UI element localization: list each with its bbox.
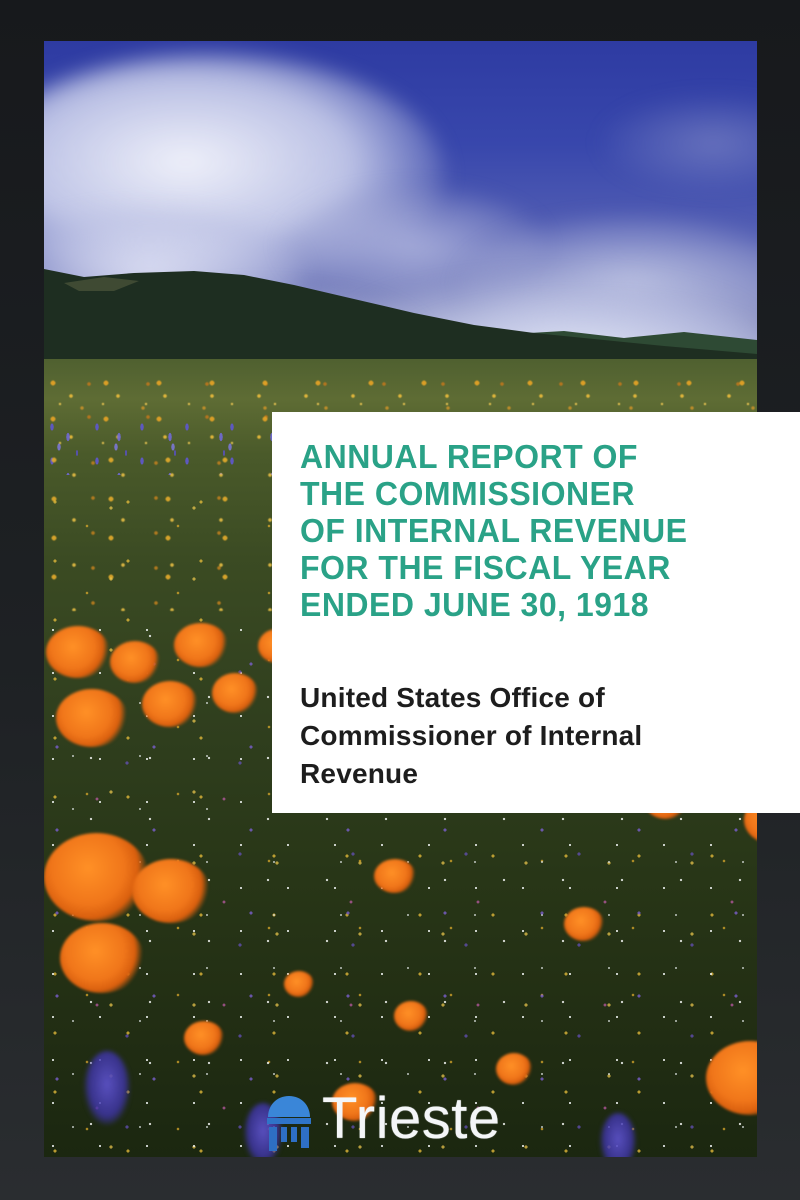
book-author-line: Revenue (300, 758, 419, 789)
publisher-logo: Trieste (266, 1089, 501, 1153)
cloud (600, 95, 757, 191)
poppy-flower (184, 1021, 224, 1055)
poppy-flower (212, 673, 258, 713)
poppy-flower (564, 907, 604, 941)
title-panel: ANNUAL REPORT OF THE COMMISSIONER OF INT… (272, 412, 800, 813)
book-title-line: ENDED JUNE 30, 1918 (300, 586, 650, 623)
poppy-flower (110, 641, 160, 683)
cover-photo: Trieste (44, 41, 757, 1157)
book-author: United States Office of Commissioner of … (300, 679, 780, 793)
book-author-line: United States Office of (300, 682, 605, 713)
poppy-flower (394, 1001, 428, 1031)
poppy-flower (46, 626, 110, 678)
book-title-line: FOR THE FISCAL YEAR (300, 549, 671, 586)
lupine-flower (84, 1051, 130, 1125)
poppy-flower (142, 681, 198, 727)
book-title-line: ANNUAL REPORT OF (300, 438, 638, 475)
poppy-flower (44, 833, 149, 921)
poppy-flower (56, 689, 128, 747)
book-title-line: THE COMMISSIONER (300, 475, 635, 512)
poppy-flower (284, 971, 314, 997)
book-author-line: Commissioner of Internal (300, 720, 643, 751)
poppy-flower (60, 923, 144, 993)
publisher-wordmark: Trieste (322, 1086, 501, 1151)
poppy-flower (132, 859, 210, 923)
poppy-flower (496, 1053, 532, 1085)
lupine-flower (600, 1113, 636, 1157)
book-title-line: OF INTERNAL REVENUE (300, 512, 688, 549)
poppy-flower (174, 623, 228, 667)
dome-pavilion-icon (267, 1096, 311, 1151)
poppy-flower (374, 859, 416, 893)
poppy-flower (332, 1083, 378, 1121)
